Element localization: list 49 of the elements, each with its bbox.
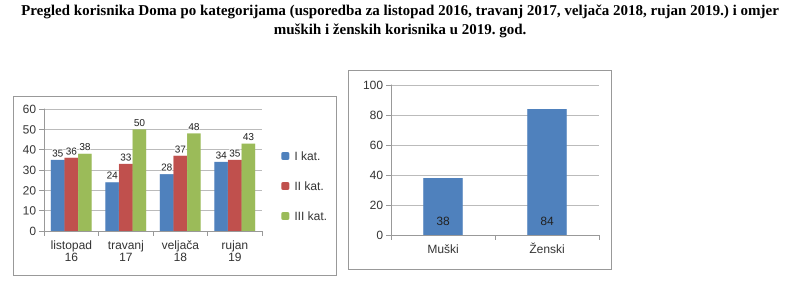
- data-label: 24: [106, 170, 118, 182]
- data-label: 38: [79, 142, 91, 154]
- data-label: 33: [120, 152, 132, 164]
- legend-label: I kat.: [294, 149, 320, 163]
- x-tick-label: Ženski: [529, 242, 565, 256]
- data-label: 84: [540, 214, 554, 228]
- y-tick-label: 0: [29, 224, 36, 238]
- y-tick-label: 30: [22, 163, 36, 177]
- data-label: 35: [52, 148, 64, 160]
- data-label: 50: [134, 118, 146, 129]
- y-tick-label: 20: [22, 183, 36, 198]
- x-tick-label: veljača 18: [162, 238, 200, 264]
- x-tick-label: travanj 17: [108, 238, 144, 264]
- x-tick-label: Muški: [427, 242, 459, 256]
- y-tick-label: 50: [22, 122, 36, 136]
- data-label: 38: [436, 214, 450, 228]
- y-tick-label: 40: [22, 142, 36, 157]
- text: Pregled korisnika Doma po kategorijama (usporedba za listopad 2016, travanj 2017, veljača 2018, rujan 2019.) i omjer muških i ženskih korisnika u 2019. god.: [20, 2, 780, 40]
- bar: [132, 129, 146, 231]
- bar: [78, 154, 92, 231]
- data-label: 43: [242, 132, 254, 144]
- y-tick-label: 40: [370, 168, 384, 182]
- data-label: 36: [66, 146, 78, 158]
- bar: [214, 162, 228, 231]
- x-tick-label: listopad 16: [50, 238, 92, 264]
- data-label: 34: [216, 150, 228, 162]
- bar: [50, 160, 64, 231]
- legend-label: II kat.: [294, 179, 324, 193]
- bar: [105, 182, 119, 231]
- bar: [64, 158, 78, 231]
- data-label: 35: [229, 148, 241, 160]
- data-label: 48: [188, 122, 200, 133]
- data-label: 28: [161, 162, 173, 174]
- bar: [160, 174, 174, 231]
- legend-label: III kat.: [294, 209, 328, 223]
- data-label: 37: [174, 144, 186, 156]
- y-tick-label: 0: [376, 228, 384, 242]
- y-tick-label: 60: [22, 102, 36, 116]
- bar: [173, 156, 188, 231]
- y-tick-label: 20: [370, 198, 384, 212]
- y-tick-label: 10: [22, 204, 36, 218]
- bar: [228, 160, 242, 231]
- bar: [118, 164, 133, 231]
- bar: [242, 144, 256, 231]
- bar: [187, 133, 201, 231]
- y-tick-label: 80: [370, 108, 384, 122]
- y-tick-label: 60: [370, 138, 384, 152]
- x-tick-label: rujan 19: [221, 238, 248, 264]
- y-tick-label: 100: [362, 78, 384, 92]
